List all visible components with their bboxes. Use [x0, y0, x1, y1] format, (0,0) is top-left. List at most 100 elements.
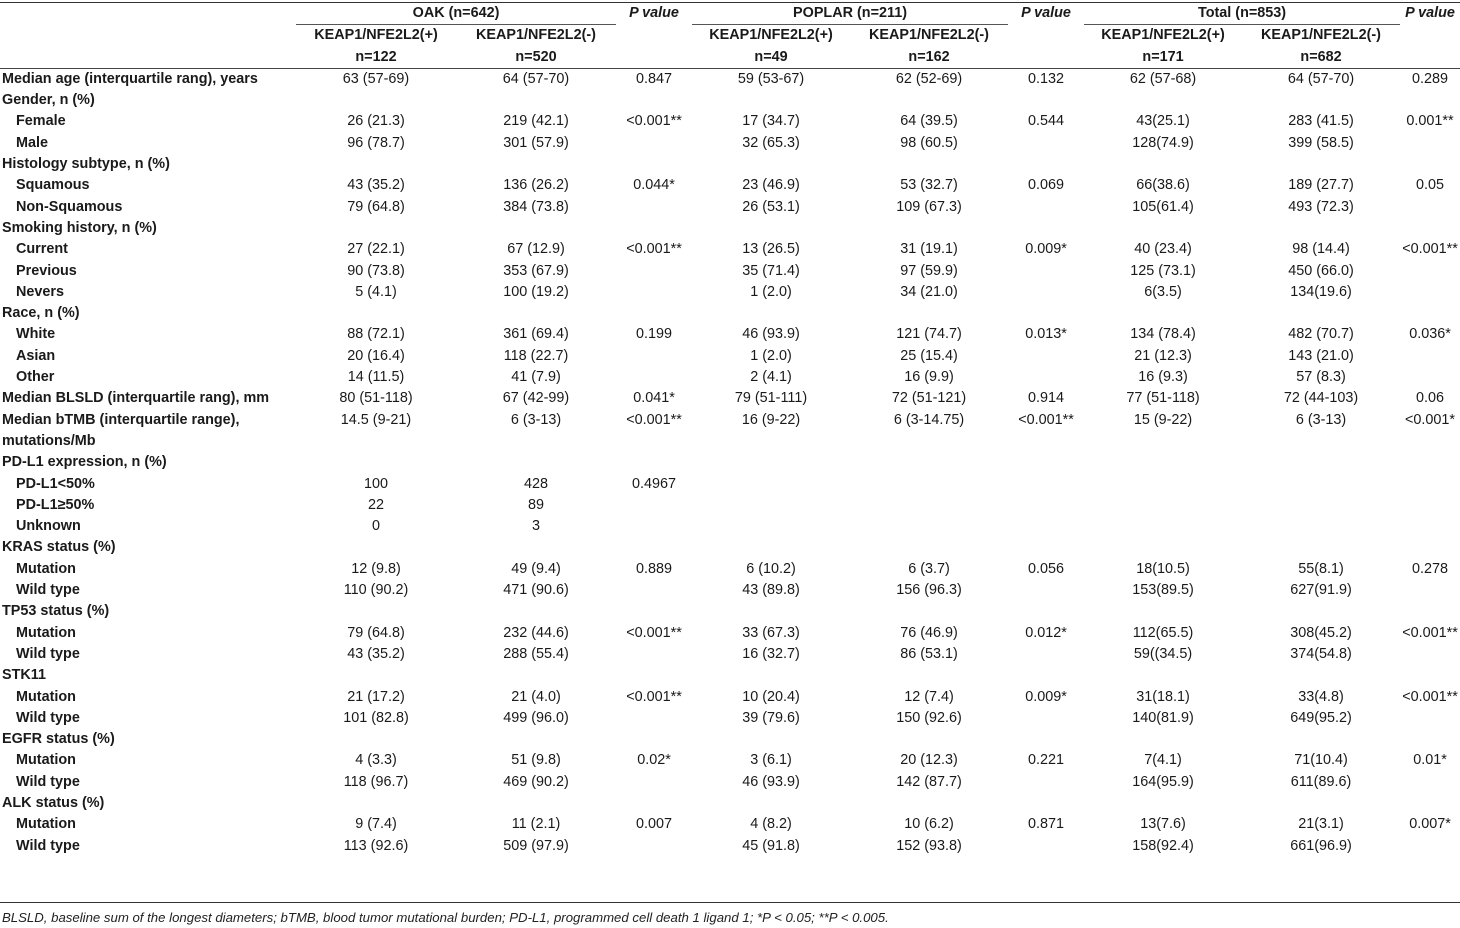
- table-row: PD-L1 expression, n (%): [0, 452, 1460, 473]
- header-blank: [1400, 24, 1460, 69]
- table-cell: 156 (96.3): [896, 582, 962, 599]
- row-label: EGFR status (%): [2, 731, 115, 748]
- table-cell: [1008, 772, 1084, 793]
- table-cell: [1008, 836, 1084, 857]
- table-cell: 1 (2.0): [750, 347, 792, 364]
- table-cell: <0.001**: [626, 241, 682, 258]
- header-blank: [0, 3, 296, 25]
- table-cell: [850, 516, 1008, 537]
- table-cell: [1242, 601, 1400, 622]
- table-cell: [1400, 580, 1460, 601]
- table-cell: 22: [367, 496, 384, 513]
- table-cell: 88 (72.1): [347, 326, 405, 343]
- table-cell: [1242, 495, 1400, 516]
- table-cell: 0.02*: [637, 752, 671, 769]
- table-cell: 283 (41.5): [1288, 113, 1354, 130]
- table-cell: [1008, 729, 1084, 750]
- table-cell: 64 (39.5): [900, 113, 958, 130]
- table-cell: [616, 282, 692, 303]
- table-cell: 0.4967: [632, 475, 677, 492]
- table-cell: 0.06: [1416, 390, 1445, 407]
- table-cell: 125 (73.1): [1130, 262, 1196, 279]
- table-cell: [1400, 836, 1460, 857]
- table-row: Wild type 113 (92.6) 509 (97.9) 45 (91.8) 15…: [0, 836, 1460, 857]
- table-cell: [1084, 452, 1242, 473]
- table-cell: 140(81.9): [1132, 709, 1194, 726]
- table-cell: [1400, 665, 1460, 686]
- table-cell: <0.001**: [1402, 241, 1458, 258]
- table-cell: 15 (9-22): [1133, 411, 1193, 428]
- table-cell: [616, 495, 692, 516]
- table-cell: [1242, 793, 1400, 814]
- group-header-oak: OAK (n=642): [296, 3, 617, 26]
- table-cell: 0.278: [1412, 560, 1449, 577]
- table-cell: 21 (4.0): [511, 688, 561, 705]
- table-cell: 3 (6.1): [750, 752, 792, 769]
- table-cell: 128(74.9): [1132, 134, 1194, 151]
- col-header-oak-negative: KEAP1/NFE2L2(-) n=520: [456, 24, 617, 69]
- table-cell: 6 (3-13): [510, 411, 562, 428]
- table-cell: [850, 303, 1008, 324]
- table-cell: [692, 431, 850, 452]
- table-cell: <0.001**: [626, 411, 682, 428]
- table-row: mutations/Mb: [0, 431, 1460, 452]
- table-cell: [1400, 303, 1460, 324]
- table-row: White 88 (72.1) 361 (69.4) 0.199 46 (93.9) 12…: [0, 324, 1460, 345]
- table-cell: 31(18.1): [1136, 688, 1190, 705]
- table-cell: 6(3.5): [1144, 283, 1182, 300]
- table-cell: 219 (42.1): [503, 113, 569, 130]
- pvalue-header-oak: P value: [629, 5, 679, 22]
- table-cell: 399 (58.5): [1288, 134, 1354, 151]
- table-cell: [456, 729, 616, 750]
- table-cell: [616, 836, 692, 857]
- table-cell: [692, 154, 850, 175]
- table-cell: 6 (3.7): [908, 560, 950, 577]
- table-cell: 0.847: [636, 70, 673, 87]
- table-row: PD-L1≥50% 22 89: [0, 495, 1460, 516]
- table-row: Wild type 110 (90.2) 471 (90.6) 43 (89.8) 15…: [0, 580, 1460, 601]
- table-cell: [1008, 665, 1084, 686]
- table-cell: [1400, 601, 1460, 622]
- row-label: Asian: [16, 347, 56, 364]
- row-label: Wild type: [16, 645, 80, 662]
- table-cell: [616, 665, 692, 686]
- table-cell: [616, 303, 692, 324]
- table-cell: <0.001**: [1402, 688, 1458, 705]
- table-cell: [1400, 218, 1460, 239]
- table-cell: 611(89.6): [1290, 773, 1352, 790]
- row-label: Mutation: [16, 816, 76, 833]
- table-cell: 32 (65.3): [742, 134, 800, 151]
- table-cell: [692, 474, 850, 495]
- table-cell: [1400, 90, 1460, 111]
- table-cell: 34 (21.0): [900, 283, 958, 300]
- table-cell: [1008, 431, 1084, 452]
- table-cell: [1400, 793, 1460, 814]
- table-cell: [616, 197, 692, 218]
- table-cell: 0.013*: [1025, 326, 1067, 343]
- col-header-poplar-negative: KEAP1/NFE2L2(-) n=162: [850, 24, 1009, 69]
- group-header-poplar: POPLAR (n=211): [692, 3, 1009, 26]
- table-cell: [1400, 282, 1460, 303]
- table-cell: [456, 90, 616, 111]
- row-label: Non-Squamous: [16, 198, 123, 215]
- table-cell: [1084, 474, 1242, 495]
- row-label: Other: [16, 369, 55, 386]
- table-cell: [616, 452, 692, 473]
- table-cell: 98 (14.4): [1292, 241, 1350, 258]
- row-label: Mutation: [16, 752, 76, 769]
- table-cell: [1008, 580, 1084, 601]
- table-cell: 43 (89.8): [742, 582, 800, 599]
- table-cell: [616, 133, 692, 154]
- table-cell: 16 (32.7): [742, 645, 800, 662]
- table-row: Female 26 (21.3) 219 (42.1) <0.001** 17 (34.…: [0, 111, 1460, 132]
- table-cell: <0.001*: [1405, 411, 1456, 428]
- table-cell: [850, 474, 1008, 495]
- table-cell: [1084, 154, 1242, 175]
- table-cell: 0.041*: [633, 390, 675, 407]
- row-label: Median BLSLD (interquartile rang), mm: [2, 390, 270, 407]
- table-cell: [850, 729, 1008, 750]
- table-cell: [1242, 537, 1400, 558]
- table-cell: [1400, 495, 1460, 516]
- table-cell: [616, 516, 692, 537]
- table-cell: 0.544: [1028, 113, 1065, 130]
